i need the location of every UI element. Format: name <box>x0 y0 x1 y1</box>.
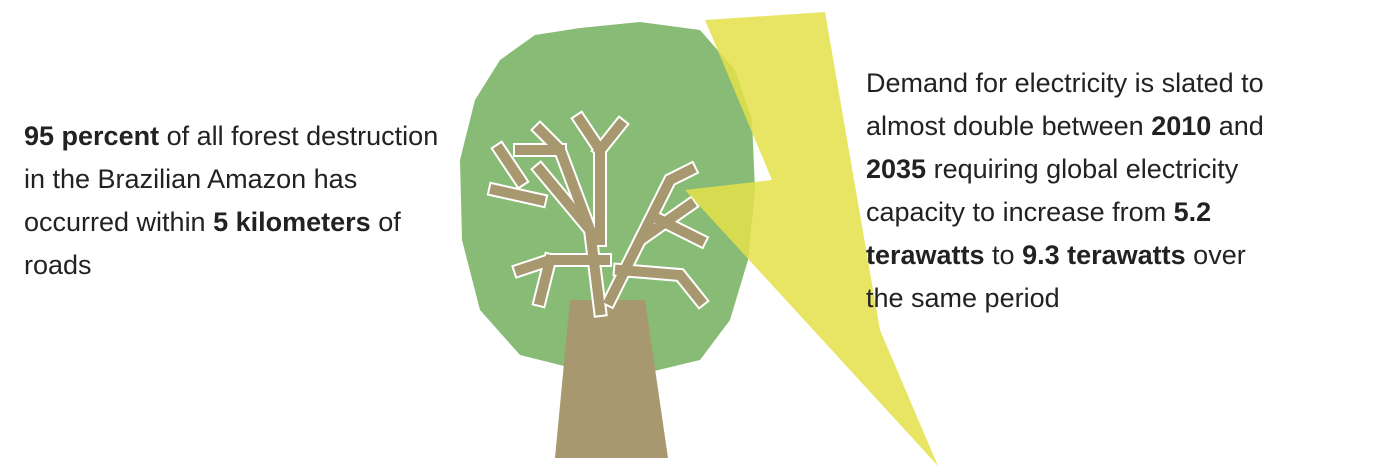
text-run: Demand for electricity is slated to almo… <box>866 68 1264 141</box>
text-run: of all forest destruction in the Brazili… <box>24 121 439 237</box>
left-statement: 95 percent of all forest destruction in … <box>24 115 464 287</box>
text-run: requiring global electricity capacity to… <box>866 154 1239 227</box>
text-run: of roads <box>24 207 401 280</box>
lightning-bolt <box>685 12 938 466</box>
tree-branches-fill <box>489 113 708 316</box>
text-run: to <box>984 240 1023 270</box>
text-run: 2010 <box>1151 111 1212 141</box>
right-statement: Demand for electricity is slated to almo… <box>866 62 1286 320</box>
text-run: over the same period <box>866 240 1246 313</box>
text-run: and <box>1211 111 1264 141</box>
text-run: 5.2 terawatts <box>866 197 1212 270</box>
text-run: 95 percent <box>24 121 160 151</box>
text-run: 9.3 terawatts <box>1022 240 1186 270</box>
text-run: 5 kilometers <box>213 207 371 237</box>
text-run: 2035 <box>866 154 927 184</box>
tree-trunk <box>555 300 668 458</box>
